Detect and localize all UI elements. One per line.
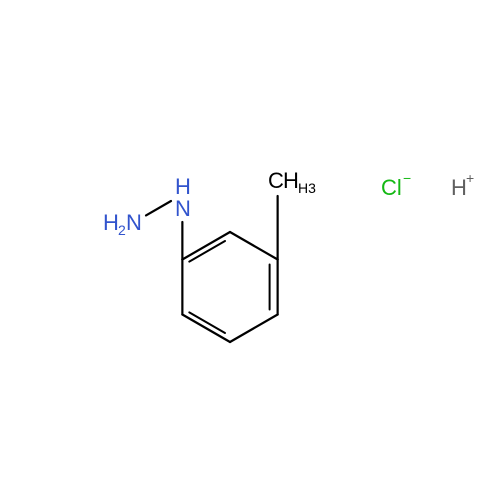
n1-label: N H <box>175 174 191 221</box>
svg-text:H3: H3 <box>298 180 316 196</box>
svg-text:+: + <box>466 170 474 186</box>
benzene-ring <box>182 232 277 342</box>
svg-text:H: H <box>283 168 299 193</box>
svg-text:Cl: Cl <box>381 175 402 200</box>
svg-text:H: H <box>103 210 119 235</box>
chloride-ion: Cl − <box>381 170 411 200</box>
molecule-canvas: C H H3 N H H 2 N Cl − H + <box>0 0 500 500</box>
carbon-label: C <box>268 168 284 193</box>
svg-text:−: − <box>403 170 411 186</box>
svg-text:2: 2 <box>118 222 126 238</box>
methyl-label: C H H3 <box>268 168 316 196</box>
n2-label: H 2 N <box>103 210 142 238</box>
proton-ion: H + <box>451 170 474 200</box>
svg-text:H: H <box>175 174 191 199</box>
svg-text:N: N <box>175 196 191 221</box>
svg-text:N: N <box>126 210 142 235</box>
svg-text:H: H <box>451 175 467 200</box>
